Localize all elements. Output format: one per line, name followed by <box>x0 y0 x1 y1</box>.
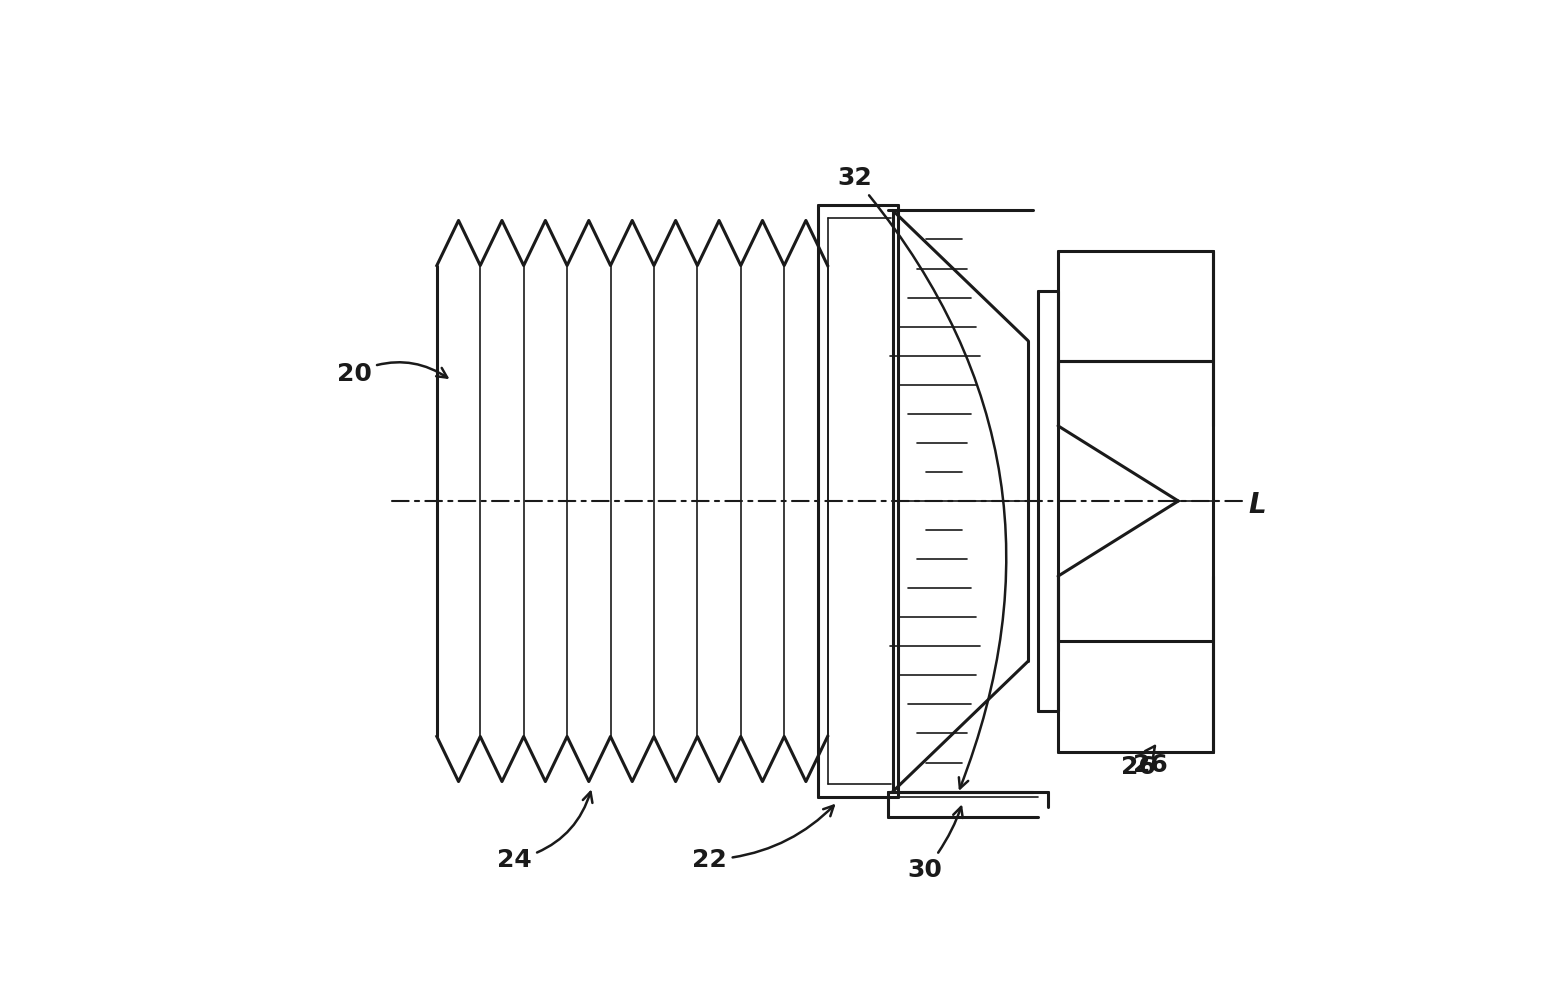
Text: 22: 22 <box>692 806 834 872</box>
Text: L: L <box>1248 491 1265 519</box>
Text: 26: 26 <box>1120 755 1156 779</box>
Text: 32: 32 <box>837 166 1006 789</box>
Text: 26: 26 <box>1132 745 1168 777</box>
Text: 30: 30 <box>908 807 963 882</box>
Text: 20: 20 <box>337 362 447 386</box>
Text: 24: 24 <box>497 792 592 872</box>
